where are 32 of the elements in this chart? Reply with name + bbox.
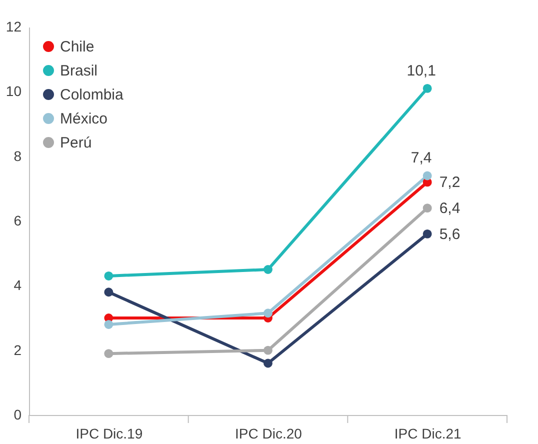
point	[104, 349, 114, 358]
point	[422, 171, 432, 180]
y-tick-label: 10	[6, 83, 22, 100]
point	[104, 272, 114, 280]
y-tick-label: 6	[14, 212, 22, 228]
legend-label: Brasil	[60, 62, 98, 80]
y-tick-label: 4	[14, 277, 22, 294]
legend-label: México	[60, 110, 108, 128]
legend-label: Colombia	[60, 86, 124, 104]
data-label: 7,2	[439, 174, 460, 192]
data-label: 7,4	[410, 150, 432, 167]
y-tick-label: 0	[14, 406, 22, 422]
legend-label: Perú	[60, 134, 92, 152]
y-tick-label: 8	[14, 148, 22, 164]
x-tick-label: IPC Dic.21	[394, 426, 462, 442]
data-label: 10,1	[406, 62, 436, 80]
x-tick-label: IPC Dic.19	[76, 426, 143, 442]
point	[422, 229, 432, 238]
y-tick-label: 12	[6, 18, 22, 34]
point	[422, 84, 432, 93]
x-tick-label: IPC Dic.20	[235, 426, 302, 442]
point	[264, 346, 272, 355]
data-label: 5,6	[439, 226, 460, 243]
point	[422, 204, 432, 213]
legend-label: Chile	[60, 38, 94, 56]
point	[264, 265, 272, 274]
data-label: 6,4	[439, 200, 460, 218]
point	[104, 288, 114, 297]
point	[264, 308, 272, 318]
point	[104, 320, 114, 329]
y-tick-label: 2	[14, 342, 22, 358]
point	[264, 358, 272, 368]
